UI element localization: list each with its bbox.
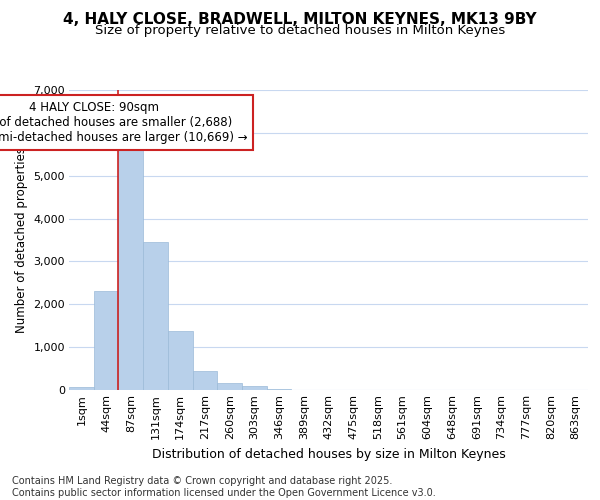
- Y-axis label: Number of detached properties: Number of detached properties: [14, 147, 28, 333]
- Bar: [217, 382, 242, 390]
- Text: Size of property relative to detached houses in Milton Keynes: Size of property relative to detached ho…: [95, 24, 505, 37]
- Text: Contains HM Land Registry data © Crown copyright and database right 2025.
Contai: Contains HM Land Registry data © Crown c…: [12, 476, 436, 498]
- Bar: [118, 150, 143, 390]
- Bar: [193, 370, 217, 390]
- X-axis label: Distribution of detached houses by size in Milton Keynes: Distribution of detached houses by size …: [152, 448, 505, 460]
- Text: 4 HALY CLOSE: 90sqm
← 20% of detached houses are smaller (2,688)
80% of semi-det: 4 HALY CLOSE: 90sqm ← 20% of detached ho…: [0, 100, 248, 144]
- Bar: [94, 292, 118, 390]
- Bar: [69, 387, 94, 390]
- Bar: [143, 242, 168, 390]
- Bar: [168, 331, 193, 390]
- Text: 4, HALY CLOSE, BRADWELL, MILTON KEYNES, MK13 9BY: 4, HALY CLOSE, BRADWELL, MILTON KEYNES, …: [63, 12, 537, 28]
- Bar: [242, 386, 267, 390]
